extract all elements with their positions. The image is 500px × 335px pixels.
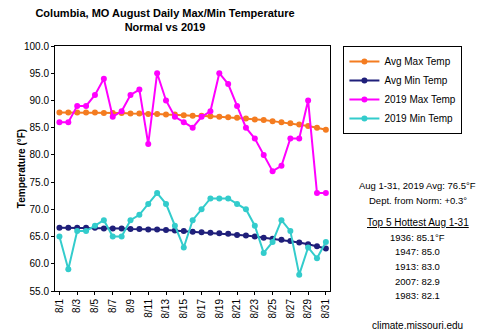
svg-text:95.0: 95.0 [30, 68, 50, 79]
svg-text:1983: 82.1: 1983: 82.1 [395, 290, 440, 301]
svg-text:Aug 1-31, 2019 Avg: 76.5°F: Aug 1-31, 2019 Avg: 76.5°F [359, 180, 476, 191]
svg-text:1947: 85.0: 1947: 85.0 [395, 246, 440, 257]
svg-text:8/3: 8/3 [71, 299, 82, 313]
svg-text:8/9: 8/9 [125, 299, 136, 313]
svg-text:8/1: 8/1 [54, 299, 65, 313]
svg-text:8/13: 8/13 [160, 299, 171, 319]
svg-text:55.0: 55.0 [30, 286, 50, 297]
svg-text:Avg Max Temp: Avg Max Temp [384, 56, 450, 67]
svg-text:Dept. from Norm: +0.3°: Dept. from Norm: +0.3° [369, 195, 467, 206]
svg-text:Columbia, MO August Daily Max/: Columbia, MO August Daily Max/Min Temper… [35, 7, 294, 33]
svg-text:65.0: 65.0 [30, 231, 50, 242]
svg-text:8/17: 8/17 [196, 299, 207, 319]
svg-text:8/29: 8/29 [302, 299, 313, 319]
svg-text:Top 5 Hottest Aug 1-31: Top 5 Hottest Aug 1-31 [367, 217, 469, 228]
svg-text:85.0: 85.0 [30, 122, 50, 133]
svg-text:8/7: 8/7 [107, 299, 118, 313]
svg-text:8/23: 8/23 [249, 299, 260, 319]
svg-text:80.0: 80.0 [30, 149, 50, 160]
svg-text:Temperature (°F): Temperature (°F) [16, 129, 27, 208]
svg-text:70.0: 70.0 [30, 204, 50, 215]
svg-text:2019 Min Temp: 2019 Min Temp [384, 113, 453, 124]
svg-text:Avg Min Temp: Avg Min Temp [384, 75, 447, 86]
svg-text:8/11: 8/11 [143, 299, 154, 318]
svg-text:75.0: 75.0 [30, 177, 50, 188]
svg-text:8/27: 8/27 [285, 299, 296, 319]
svg-text:100.0: 100.0 [24, 41, 49, 52]
svg-text:8/25: 8/25 [267, 299, 278, 319]
svg-text:8/31: 8/31 [320, 299, 331, 319]
svg-text:climate.missouri.edu: climate.missouri.edu [372, 320, 463, 331]
svg-text:1936: 85.1°F: 1936: 85.1°F [390, 232, 445, 243]
svg-text:8/21: 8/21 [231, 299, 242, 319]
svg-text:8/5: 8/5 [89, 299, 100, 313]
svg-text:1913: 83.0: 1913: 83.0 [395, 261, 440, 272]
svg-text:8/15: 8/15 [178, 299, 189, 319]
svg-text:90.0: 90.0 [30, 95, 50, 106]
svg-text:2007: 82.9: 2007: 82.9 [395, 276, 440, 287]
svg-text:60.0: 60.0 [30, 258, 50, 269]
svg-text:2019 Max Temp: 2019 Max Temp [384, 94, 455, 105]
svg-text:8/19: 8/19 [214, 299, 225, 319]
